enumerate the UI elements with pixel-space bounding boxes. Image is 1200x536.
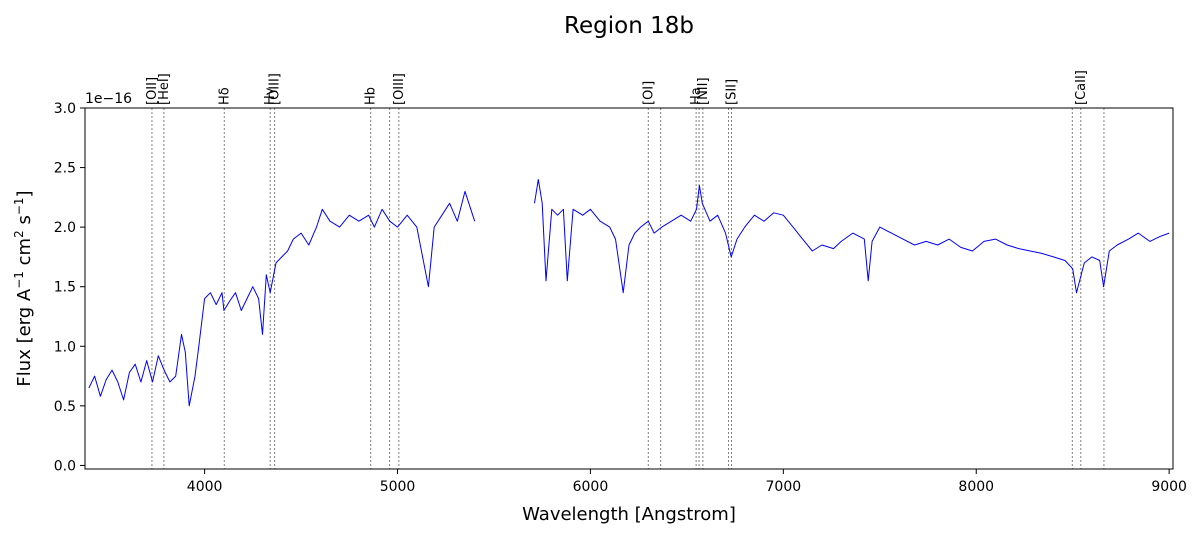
- x-axis-ticks: 4000 5000 6000 7000 8000 9000: [187, 469, 1187, 495]
- emission-line-markers: [151, 108, 1105, 469]
- emission-line-label: Ha: [689, 87, 704, 105]
- y-tick-label: 1.0: [54, 339, 76, 355]
- y-tick-label: 2.0: [54, 220, 76, 236]
- y-tick-label: 3.0: [54, 101, 76, 117]
- emission-line-label: Hb: [364, 87, 379, 105]
- emission-line-label: [SII]: [724, 79, 739, 105]
- emission-line-label: [NII]: [696, 77, 711, 105]
- x-axis-label: Wavelength [Angstrom]: [522, 504, 736, 525]
- chart-title: Region 18b: [564, 13, 694, 39]
- x-tick-label: 8000: [958, 479, 994, 495]
- emission-line-label: [CaII]: [1074, 70, 1089, 105]
- y-offset-text: 1e−16: [85, 91, 132, 107]
- x-tick-label: 9000: [1151, 479, 1187, 495]
- plot-frame: [84, 107, 1174, 470]
- emission-line-label: [OIII]: [268, 73, 283, 105]
- spectrum-line-segment: [534, 179, 1170, 294]
- emission-line-labels: [OII][HeI] Hδ Hγ[OIII] Hb [OIII] [OI] Ha[NII][…: [145, 70, 1089, 105]
- y-axis-ticks: 0.0 0.5 1.0 1.5 2.0 2.5 3.0: [54, 101, 85, 474]
- x-tick-label: 5000: [380, 479, 416, 495]
- x-tick-label: 7000: [766, 479, 802, 495]
- y-tick-label: 0.0: [54, 458, 76, 474]
- y-tick-label: 2.5: [54, 161, 76, 177]
- emission-line-label: Hγ: [263, 87, 278, 105]
- y-tick-label: 0.5: [54, 399, 76, 415]
- spectrum-line-segment: [88, 190, 476, 407]
- y-tick-label: 1.5: [54, 280, 76, 296]
- x-tick-label: 4000: [187, 479, 223, 495]
- emission-line-label: [OI]: [641, 81, 656, 105]
- emission-line-label: [OIII]: [392, 73, 407, 105]
- y-axis-label: Flux [erg A−1 cm2 s−1]: [12, 190, 35, 386]
- emission-line-label: [OII]: [145, 77, 160, 105]
- x-tick-label: 6000: [573, 479, 609, 495]
- spectrum-series: [88, 179, 1170, 407]
- emission-line-label: Hδ: [217, 87, 232, 105]
- emission-line-label: [HeI]: [157, 73, 172, 105]
